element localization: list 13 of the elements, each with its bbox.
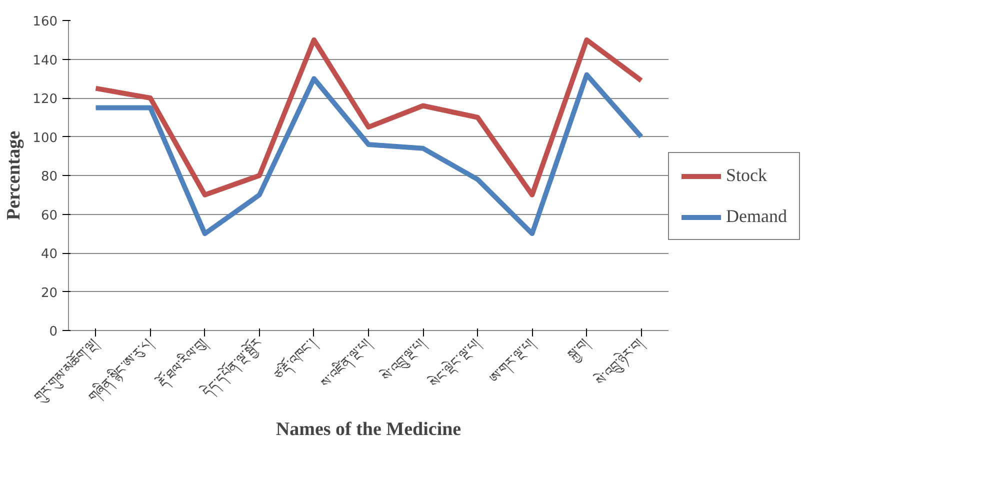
y-tick-label: 60: [40, 208, 58, 224]
y-tick-label: 140: [32, 53, 58, 68]
y-tick-label: 120: [32, 92, 58, 107]
y-tick-label: 100: [32, 130, 58, 146]
y-tick-label: 80: [40, 170, 58, 184]
y-axis-title: Percentage: [4, 130, 25, 220]
y-tick-label: 0: [49, 324, 58, 340]
y-tick-label: 20: [40, 286, 58, 301]
x-axis-title: Names of the Medicine: [276, 418, 462, 440]
y-tick-label: 40: [40, 247, 58, 262]
y-tick-label: 160: [32, 14, 58, 30]
legend-label: Stock: [726, 165, 768, 186]
legend-label: Demand: [726, 206, 787, 227]
